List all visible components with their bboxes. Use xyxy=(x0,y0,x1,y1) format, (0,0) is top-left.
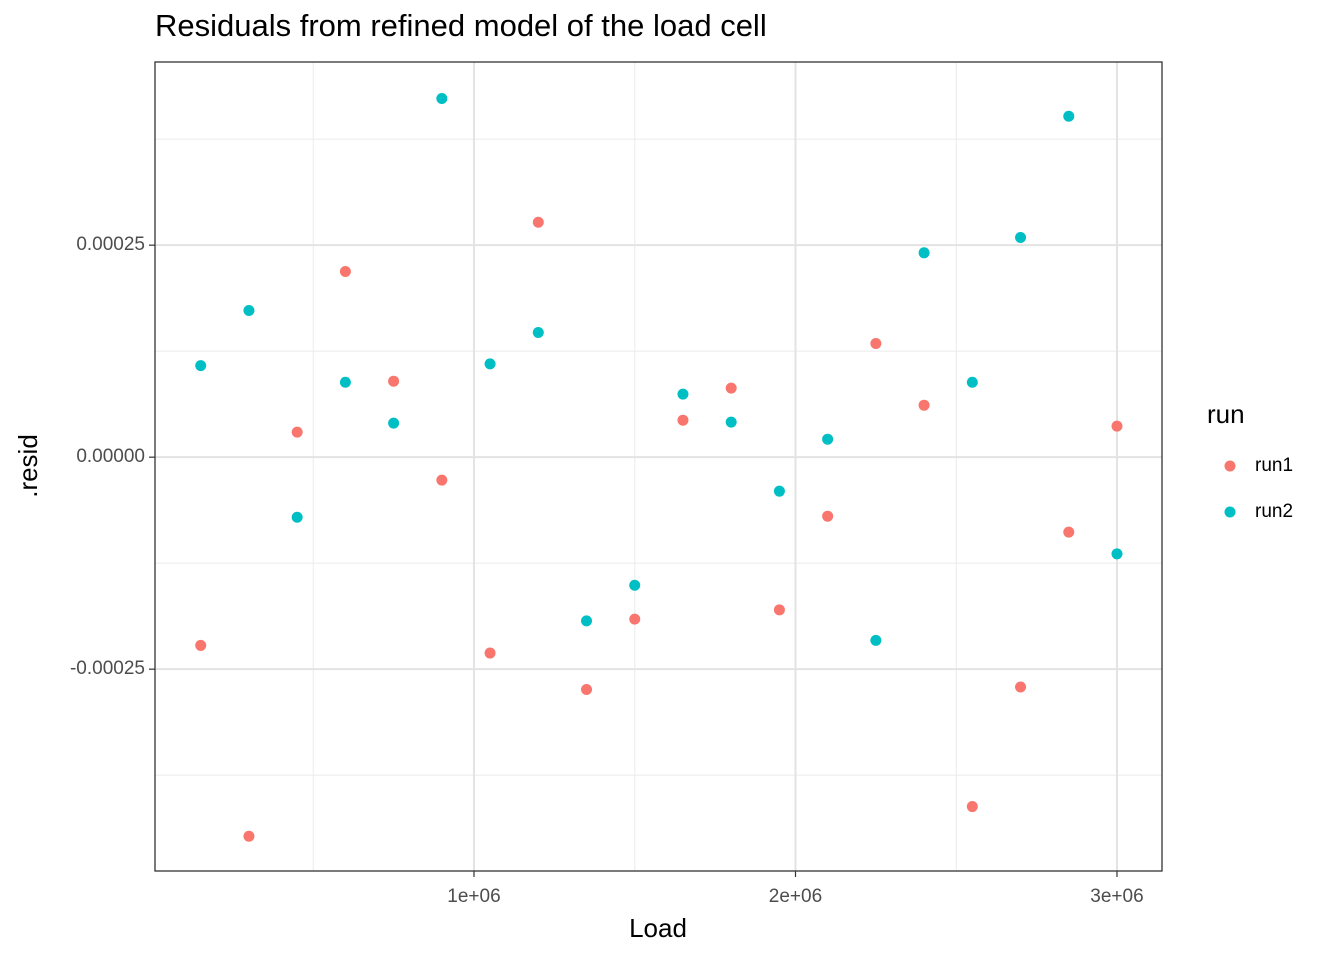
point xyxy=(918,399,930,411)
point xyxy=(1015,232,1027,244)
point xyxy=(773,604,785,616)
point xyxy=(870,338,882,350)
point xyxy=(1111,420,1123,432)
point xyxy=(870,634,882,646)
panel-border xyxy=(154,61,1163,872)
point xyxy=(291,426,303,438)
legend-key xyxy=(1224,506,1236,518)
point xyxy=(822,433,834,445)
point xyxy=(1063,110,1075,122)
y-tick-label: 0.00000 xyxy=(76,446,145,467)
x-tick-label: 2e+06 xyxy=(769,886,822,907)
point xyxy=(532,216,544,228)
legend-title: run xyxy=(1207,399,1245,429)
point xyxy=(339,265,351,277)
point xyxy=(1015,681,1027,693)
y-tick-label: -0.00025 xyxy=(70,658,145,679)
point xyxy=(436,92,448,104)
legend-label: run2 xyxy=(1255,501,1293,522)
point xyxy=(388,375,400,387)
point xyxy=(629,579,641,591)
point xyxy=(966,376,978,388)
point xyxy=(581,615,593,627)
point xyxy=(339,376,351,388)
point xyxy=(243,830,255,842)
y-axis-title: .resid xyxy=(13,434,43,498)
point xyxy=(822,510,834,522)
legend-key xyxy=(1224,460,1236,472)
point xyxy=(629,613,641,625)
point xyxy=(725,382,737,394)
point xyxy=(484,647,496,659)
point xyxy=(677,414,689,426)
y-tick-label: 0.00025 xyxy=(76,234,145,255)
legend-label: run1 xyxy=(1255,455,1293,476)
point xyxy=(1063,526,1075,538)
point xyxy=(677,388,689,400)
point xyxy=(243,304,255,316)
point xyxy=(918,247,930,259)
point xyxy=(532,327,544,339)
chart-title: Residuals from refined model of the load… xyxy=(155,8,767,43)
point xyxy=(1111,548,1123,560)
point xyxy=(725,416,737,428)
point xyxy=(966,801,978,813)
point xyxy=(388,417,400,429)
point xyxy=(581,684,593,696)
point xyxy=(436,474,448,486)
x-tick-label: 3e+06 xyxy=(1090,886,1143,907)
point xyxy=(484,358,496,370)
point xyxy=(195,639,207,651)
x-axis-title: Load xyxy=(629,913,687,943)
x-tick-label: 1e+06 xyxy=(447,886,500,907)
point xyxy=(291,511,303,523)
point xyxy=(195,360,207,372)
point xyxy=(773,485,785,497)
